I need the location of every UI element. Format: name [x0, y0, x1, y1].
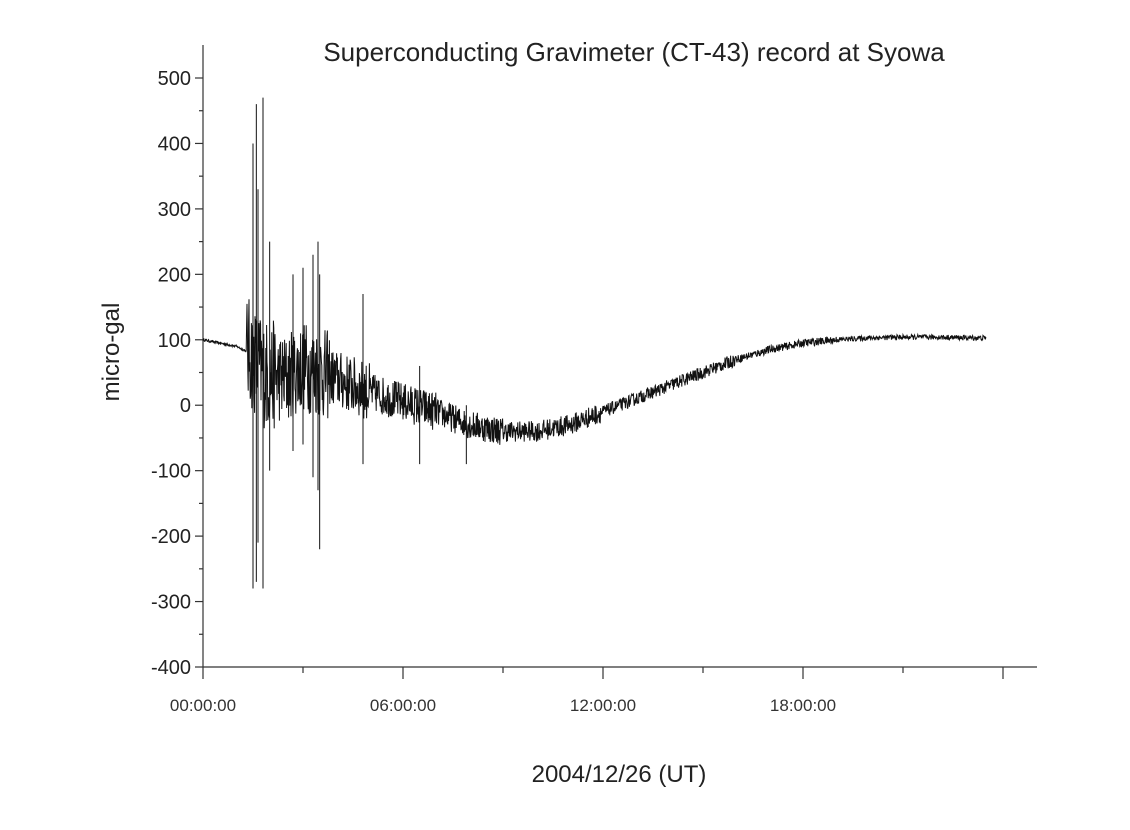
y-tick-label: -100: [151, 461, 191, 483]
gravity-signal-series: [202, 97, 987, 589]
y-tick-label: -300: [151, 592, 191, 614]
y-axis-label: micro-gal: [98, 303, 125, 402]
y-tick-label: 400: [158, 133, 191, 155]
y-tick-label: -200: [151, 526, 191, 548]
x-tick-label: 18:00:00: [770, 696, 836, 715]
y-tick-label: 100: [158, 330, 191, 352]
y-axis-ticks: 500 400 300 200 100 0 -100 -200 -300 -400: [151, 68, 203, 679]
x-tick-label: 00:00:00: [170, 696, 236, 715]
signal-line: [202, 299, 987, 445]
plot-area: 500 400 300 200 100 0 -100 -200 -300 -400 00:00:0…: [151, 45, 1037, 715]
y-tick-label: -400: [151, 657, 191, 679]
chart-title: Superconducting Gravimeter (CT-43) recor…: [323, 37, 945, 67]
x-axis-label: 2004/12/26 (UT): [532, 761, 707, 788]
y-tick-label: 500: [158, 68, 191, 90]
x-tick-label: 12:00:00: [570, 696, 636, 715]
y-tick-label: 0: [180, 395, 191, 417]
x-axis-ticks: 00:00:00 06:00:00 12:00:00 18:00:00: [170, 667, 1004, 715]
y-tick-label: 200: [158, 264, 191, 286]
x-tick-label: 06:00:00: [370, 696, 436, 715]
y-tick-label: 300: [158, 199, 191, 221]
